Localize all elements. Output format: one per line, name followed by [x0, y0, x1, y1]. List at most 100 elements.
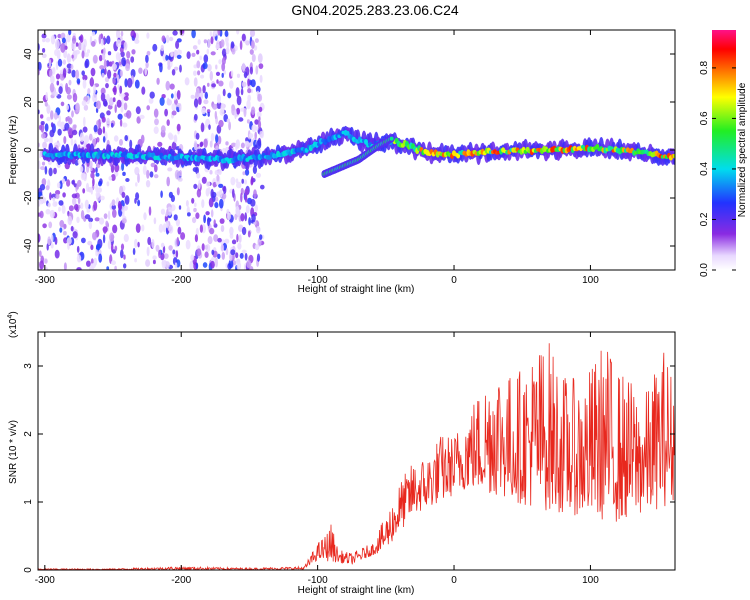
- spectrogram-speckle: [46, 243, 49, 251]
- spectrogram-speckle: [176, 103, 181, 108]
- colorbar: 0.0 0.2 0.4 0.6 0.8 Normalized spectral ampl…: [699, 30, 748, 277]
- spectrogram-speckle: [235, 252, 239, 259]
- spectrogram-speckle: [201, 176, 207, 184]
- spectrogram-speckle: [55, 190, 61, 195]
- spectrogram-speckle: [215, 71, 221, 76]
- spectrogram-speckle: [104, 68, 107, 75]
- spectrogram-speckle: [80, 210, 85, 220]
- spectrogram-speckle: [245, 205, 250, 214]
- spectrogram-speckle: [193, 140, 198, 151]
- spectrogram-speckle: [200, 74, 205, 79]
- spectrogram-speckle: [38, 124, 43, 131]
- spectrogram-speckle: [244, 169, 250, 176]
- spectrogram-speckle: [218, 169, 222, 175]
- spectrogram-speckle: [172, 30, 178, 36]
- spectrogram-speckle: [258, 106, 263, 113]
- spectrogram-speckle: [218, 80, 224, 87]
- spectrogram-speckle: [123, 205, 128, 211]
- spectrogram-speckle: [249, 66, 253, 75]
- spectrogram-speckle: [125, 178, 130, 182]
- spectrogram-speckle: [173, 134, 178, 144]
- spectrogram-speckle: [138, 67, 143, 74]
- y-tick-label: 0: [23, 147, 34, 153]
- spectrogram-speckle: [246, 260, 252, 268]
- spectrogram-speckle: [90, 244, 94, 251]
- spectrogram-speckle: [42, 141, 47, 149]
- trace-core: [595, 144, 600, 149]
- spectrogram-speckle: [125, 63, 131, 72]
- spectrogram-speckle: [172, 249, 176, 255]
- spectrogram-speckle: [121, 218, 127, 224]
- spectrogram-speckle: [213, 234, 219, 242]
- spectrogram-speckle: [236, 107, 241, 115]
- spectrogram-speckle: [238, 117, 244, 122]
- spectrogram-speckle: [159, 62, 163, 73]
- spectrogram-speckle: [149, 171, 154, 178]
- spectrogram-speckle: [88, 221, 93, 230]
- spectrogram-speckle: [221, 251, 225, 260]
- spectrogram-speckle: [166, 208, 169, 216]
- spectrogram-speckle: [54, 49, 58, 56]
- spectrogram-speckle: [146, 50, 151, 56]
- spectrogram-speckle: [203, 99, 209, 105]
- spectrogram-speckle: [41, 33, 47, 39]
- spectrogram-speckle: [75, 102, 80, 113]
- snr-panel: -300 -200 -100 0 100 0 1 2 3 Height of straight…: [7, 311, 676, 596]
- spectrogram-speckle: [194, 234, 198, 243]
- spectrogram-speckle: [234, 213, 238, 220]
- spectrogram-speckle: [203, 39, 208, 44]
- colorbar-tick-label: 0.2: [699, 212, 710, 226]
- spectrogram-speckle: [186, 51, 191, 59]
- spectrogram-speckle: [59, 69, 64, 75]
- spectrogram-speckle: [258, 63, 264, 69]
- spectrogram-speckle: [144, 66, 147, 76]
- spectrogram-speckle: [63, 231, 67, 236]
- spectrogram-speckle: [217, 135, 222, 145]
- spectrogram-speckle: [170, 51, 174, 58]
- spectrogram-speckle: [229, 226, 234, 236]
- spectrogram-speckle: [75, 69, 80, 80]
- spectrogram-speckle: [102, 136, 106, 143]
- spectrogram-speckle: [76, 184, 79, 190]
- spectrogram-speckle: [71, 54, 74, 59]
- spectrogram-speckle: [195, 262, 199, 270]
- spectrogram-speckle: [99, 217, 105, 225]
- spectrogram-speckle: [224, 30, 229, 37]
- spectrogram-speckle: [161, 259, 166, 269]
- spectrogram-speckle: [65, 67, 69, 73]
- spectrogram-speckle: [79, 132, 85, 142]
- spectrogram-speckle: [253, 189, 257, 199]
- spectrogram-speckle: [215, 257, 218, 268]
- spectrogram-speckle: [162, 245, 166, 254]
- spectrogram-speckle: [92, 232, 97, 240]
- spectrogram-speckle: [241, 178, 244, 184]
- spectrogram-speckle: [112, 209, 117, 218]
- spectrogram-speckle: [99, 65, 105, 70]
- spectrogram-speckle: [218, 59, 222, 65]
- spectrogram-speckle: [224, 36, 229, 43]
- spectrogram-speckle: [239, 252, 244, 259]
- spectrogram-speckle: [81, 100, 87, 107]
- spectrogram-speckle: [213, 219, 216, 226]
- spectrogram-speckle: [67, 127, 73, 136]
- spectrogram-speckle: [121, 162, 125, 172]
- spectrogram-speckle: [52, 201, 58, 207]
- spectrogram-speckle: [57, 128, 62, 136]
- spectrogram-speckle: [215, 64, 218, 70]
- spectrogram-speckle: [106, 181, 110, 187]
- spectrogram-speckle: [135, 106, 141, 115]
- spectrogram-speckle: [83, 116, 86, 127]
- spectrogram-speckle: [167, 132, 173, 139]
- spectrogram-speckle: [226, 118, 230, 123]
- spectrogram-speckle: [95, 191, 101, 198]
- x-tick-label: -200: [171, 275, 191, 286]
- spectrogram-speckle: [117, 200, 122, 211]
- spectrogram-speckle: [76, 78, 81, 85]
- spectrogram-speckle: [137, 173, 140, 184]
- spectrogram-speckle: [180, 232, 186, 240]
- spectrogram-speckle: [109, 232, 115, 242]
- spectrogram-speckle: [62, 192, 66, 198]
- spectrogram-speckle: [98, 253, 103, 263]
- spectrogram-speckle: [97, 127, 103, 136]
